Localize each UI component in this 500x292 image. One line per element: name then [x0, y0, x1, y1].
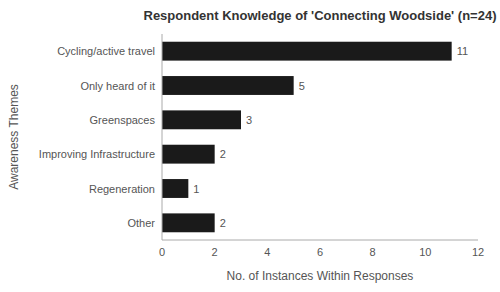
- bar: [162, 42, 452, 61]
- x-tick-label: 8: [370, 246, 376, 258]
- chart-title: Respondent Knowledge of 'Connecting Wood…: [144, 8, 497, 23]
- data-label: 11: [457, 45, 468, 57]
- x-axis-line: [162, 240, 478, 241]
- y-axis-label: Awareness Themes: [7, 84, 21, 190]
- data-label: 2: [220, 217, 226, 229]
- chart-container: Respondent Knowledge of 'Connecting Wood…: [0, 0, 500, 292]
- data-label: 3: [246, 114, 252, 126]
- bar: [162, 179, 188, 198]
- y-tick-label: Improving Infrastructure: [39, 148, 155, 160]
- y-axis-line: [162, 34, 163, 240]
- bar: [162, 110, 241, 129]
- y-tick-label: Cycling/active travel: [57, 45, 155, 57]
- x-tick-label: 10: [419, 246, 431, 258]
- x-tick-label: 0: [159, 246, 165, 258]
- data-label: 1: [193, 183, 199, 195]
- x-tick-label: 12: [472, 246, 484, 258]
- x-axis-label: No. of Instances Within Responses: [227, 269, 414, 283]
- data-label: 5: [299, 80, 305, 92]
- x-tick-label: 4: [264, 246, 270, 258]
- bar: [162, 76, 294, 95]
- bars: [162, 42, 452, 233]
- y-tick-label: Greenspaces: [90, 114, 156, 126]
- data-label: 2: [220, 148, 226, 160]
- y-tick-label: Other: [127, 217, 155, 229]
- y-tick-label: Regeneration: [89, 183, 155, 195]
- bar: [162, 145, 215, 164]
- x-tick-label: 6: [317, 246, 323, 258]
- bar: [162, 213, 215, 232]
- x-tick-label: 2: [212, 246, 218, 258]
- chart-svg: Respondent Knowledge of 'Connecting Wood…: [0, 0, 500, 292]
- y-tick-label: Only heard of it: [80, 80, 155, 92]
